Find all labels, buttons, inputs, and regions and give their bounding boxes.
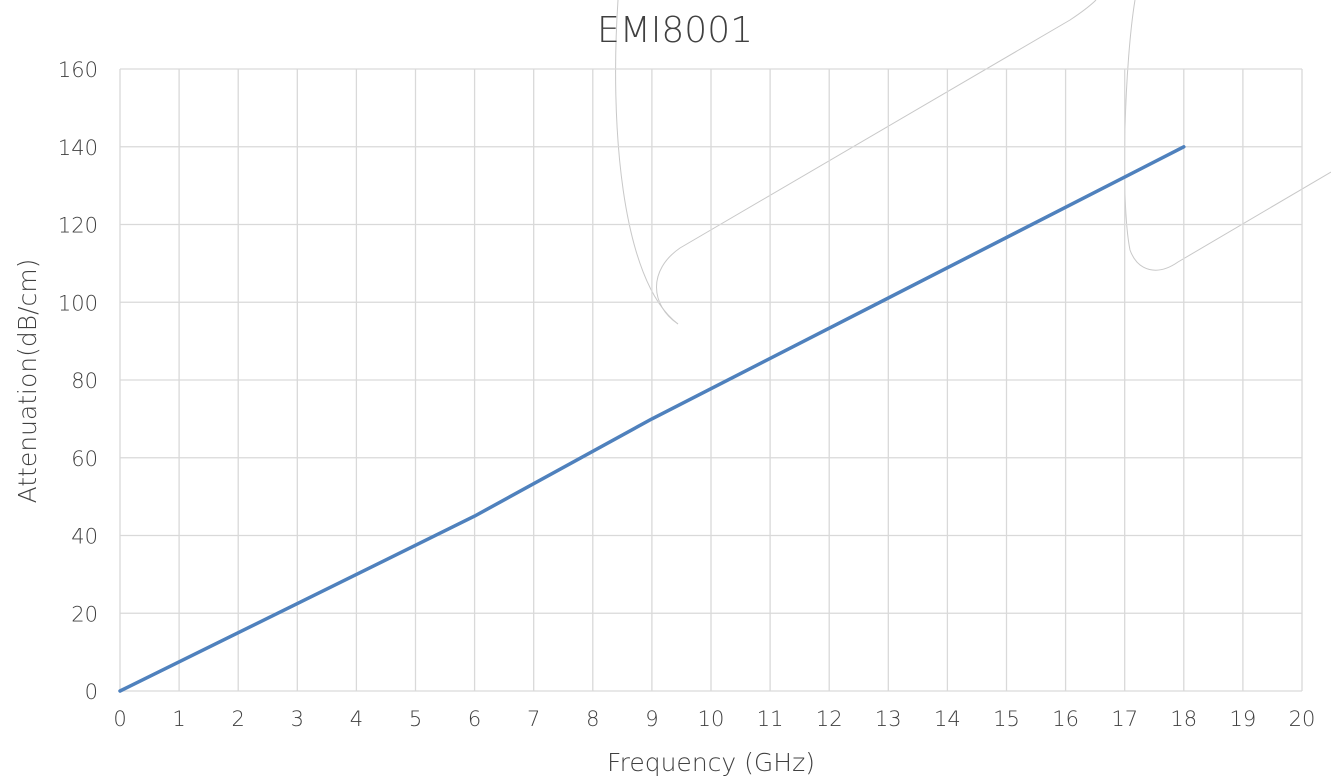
y-tick-label: 120 (58, 214, 98, 238)
x-tick-label: 5 (409, 707, 422, 731)
x-tick-label: 4 (350, 707, 363, 731)
x-tick-label: 8 (586, 707, 599, 731)
x-tick-label: 15 (993, 707, 1020, 731)
y-axis-title: Attenuation(dB/cm) (13, 259, 42, 504)
x-tick-label: 14 (934, 707, 961, 731)
x-tick-label: 1 (172, 707, 185, 731)
y-axis-ticks: 0 20 40 60 80 100 120 140 160 (58, 58, 98, 704)
y-tick-label: 40 (71, 525, 98, 549)
x-tick-label: 12 (816, 707, 843, 731)
watermark-curve-left-inner (615, 0, 679, 325)
x-axis-ticks: 0 1 2 3 4 5 6 7 8 9 10 11 12 13 14 15 16 17 18 19 20 (113, 707, 1315, 731)
series-line (118, 145, 1186, 693)
y-tick-label: 0 (85, 680, 98, 704)
x-tick-label: 17 (1111, 707, 1138, 731)
x-tick-label: 11 (757, 707, 784, 731)
x-tick-label: 16 (1052, 707, 1079, 731)
watermark-curve-right (1124, 0, 1331, 271)
x-tick-label: 6 (468, 707, 481, 731)
y-tick-label: 100 (58, 291, 98, 315)
chart-title: EMI8001 (597, 10, 753, 51)
x-tick-label: 3 (291, 707, 304, 731)
x-tick-label: 19 (1230, 707, 1257, 731)
series-layer (118, 145, 1186, 693)
x-tick-label: 18 (1170, 707, 1197, 731)
watermark-logo (615, 0, 1331, 325)
y-tick-label: 20 (71, 602, 98, 626)
x-tick-label: 7 (527, 707, 540, 731)
x-tick-label: 9 (645, 707, 658, 731)
x-tick-label: 13 (875, 707, 902, 731)
x-axis-title: Frequency (GHz) (607, 748, 815, 777)
grid (119, 68, 1303, 692)
y-tick-label: 60 (71, 447, 98, 471)
y-tick-label: 160 (58, 58, 98, 82)
x-tick-label: 20 (1289, 707, 1316, 731)
y-tick-label: 140 (58, 136, 98, 160)
x-tick-label: 0 (113, 707, 126, 731)
x-tick-label: 10 (698, 707, 725, 731)
x-tick-label: 2 (232, 707, 245, 731)
y-tick-label: 80 (71, 369, 98, 393)
